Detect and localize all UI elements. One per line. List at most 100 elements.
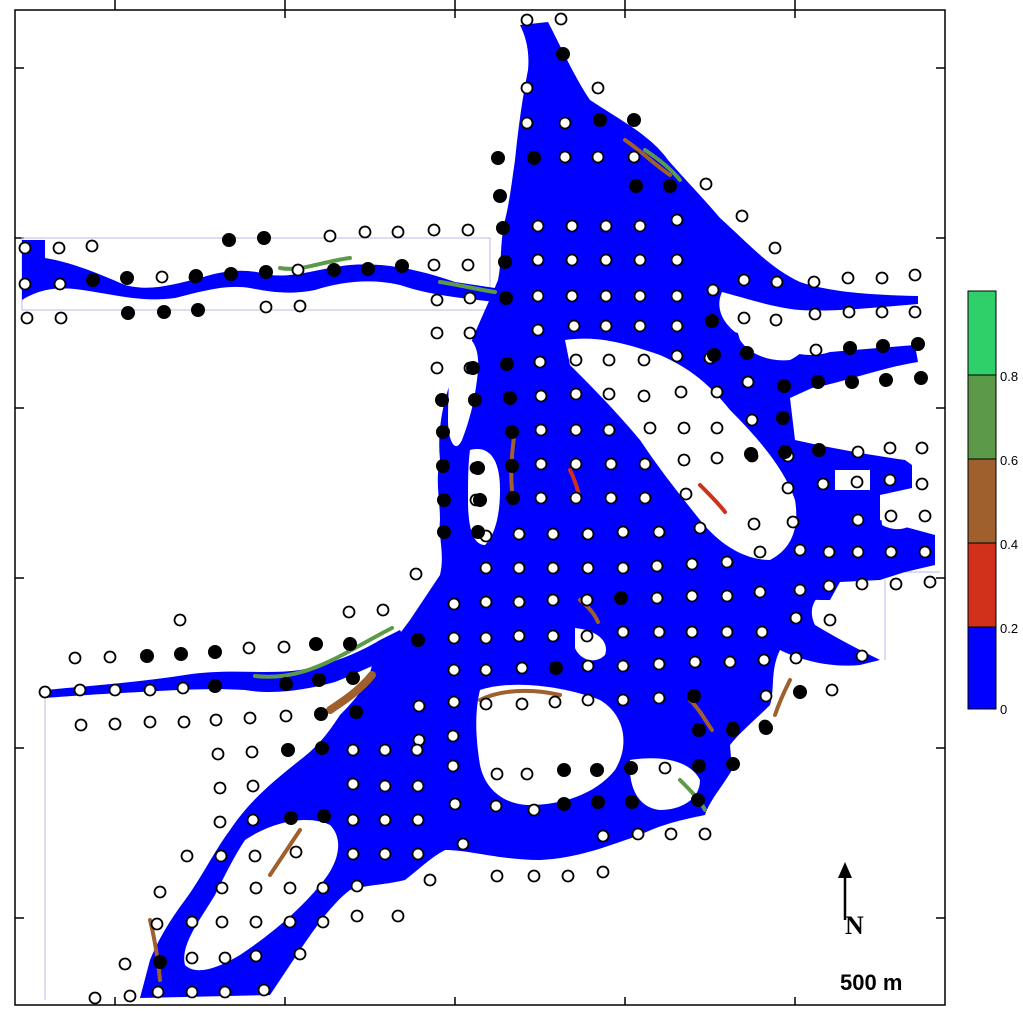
survey-point-open xyxy=(246,813,260,827)
survey-point-open xyxy=(54,311,68,325)
survey-point-open xyxy=(599,219,613,233)
survey-point-open xyxy=(884,545,898,559)
survey-point-open xyxy=(358,225,372,239)
survey-point-filled xyxy=(556,47,570,61)
survey-point-filled xyxy=(811,375,825,389)
survey-point-open xyxy=(346,743,360,757)
survey-point-open xyxy=(18,241,32,255)
survey-point-open xyxy=(581,693,595,707)
survey-point-open xyxy=(616,693,630,707)
survey-point-open xyxy=(581,561,595,575)
north-arrow-icon: N xyxy=(838,862,864,940)
survey-point-filled xyxy=(312,673,326,687)
survey-point-open xyxy=(38,685,52,699)
survey-point-open xyxy=(447,695,461,709)
survey-point-filled xyxy=(876,339,890,353)
survey-point-open xyxy=(447,663,461,677)
survey-point-filled xyxy=(692,759,706,773)
survey-point-filled xyxy=(471,461,485,475)
survey-point-open xyxy=(531,323,545,337)
survey-point-open xyxy=(346,813,360,827)
survey-point-open xyxy=(316,881,330,895)
survey-point-open xyxy=(918,509,932,523)
survey-point-open xyxy=(793,583,807,597)
survey-point-open xyxy=(602,387,616,401)
survey-point-open xyxy=(664,827,678,841)
survey-point-open xyxy=(259,300,273,314)
survey-point-open xyxy=(409,567,423,581)
survey-point-filled xyxy=(549,661,563,675)
survey-point-filled xyxy=(557,763,571,777)
survey-point-open xyxy=(430,293,444,307)
survey-point-filled xyxy=(222,233,236,247)
survey-point-filled xyxy=(759,721,773,735)
survey-point-filled xyxy=(437,525,451,539)
survey-point-open xyxy=(376,603,390,617)
survey-point-open xyxy=(923,575,937,589)
survey-point-open xyxy=(512,561,526,575)
survey-point-open xyxy=(534,457,548,471)
north-label: N xyxy=(845,911,864,940)
survey-point-open xyxy=(638,457,652,471)
survey-point-open xyxy=(546,527,560,541)
legend-tick-0-6: 0.6 xyxy=(1000,453,1018,468)
survey-point-open xyxy=(883,441,897,455)
survey-point-filled xyxy=(86,273,100,287)
survey-point-filled xyxy=(663,179,677,193)
legend-band-0-6 xyxy=(967,374,997,460)
survey-point-open xyxy=(580,629,594,643)
survey-point-open xyxy=(346,847,360,861)
survey-point-filled xyxy=(778,445,792,459)
survey-point-open xyxy=(627,150,641,164)
legend-band-0-2 xyxy=(967,542,997,628)
island-east-2 xyxy=(720,439,772,497)
survey-point-open xyxy=(616,525,630,539)
survey-point-open xyxy=(658,761,672,775)
survey-point-open xyxy=(52,241,66,255)
survey-point-open xyxy=(855,649,869,663)
survey-point-open xyxy=(512,629,526,643)
legend-band-0 xyxy=(967,626,997,710)
survey-point-open xyxy=(842,305,856,319)
survey-point-filled xyxy=(593,113,607,127)
survey-point-open xyxy=(677,453,691,467)
survey-point-open xyxy=(534,423,548,437)
survey-point-filled xyxy=(174,647,188,661)
survey-point-filled xyxy=(224,267,238,281)
survey-point-open xyxy=(378,847,392,861)
legend-tick-0-2: 0.2 xyxy=(1000,621,1018,636)
survey-point-filled xyxy=(471,525,485,539)
survey-point-filled xyxy=(491,151,505,165)
survey-point-filled xyxy=(189,269,203,283)
survey-point-filled xyxy=(591,795,605,809)
survey-point-open xyxy=(490,767,504,781)
survey-point-open xyxy=(650,591,664,605)
survey-point-open xyxy=(85,239,99,253)
survey-point-open xyxy=(710,451,724,465)
survey-point-open xyxy=(108,683,122,697)
survey-point-open xyxy=(706,283,720,297)
survey-point-open xyxy=(737,311,751,325)
survey-point-filled xyxy=(327,263,341,277)
survey-point-open xyxy=(103,650,117,664)
survey-point-open xyxy=(209,713,223,727)
survey-point-open xyxy=(569,423,583,437)
survey-point-open xyxy=(548,695,562,709)
island-southwest xyxy=(184,820,339,971)
survey-point-open xyxy=(825,683,839,697)
survey-point-open xyxy=(816,477,830,491)
survey-point-open xyxy=(534,389,548,403)
survey-point-open xyxy=(652,657,666,671)
survey-point-filled xyxy=(191,303,205,317)
survey-point-open xyxy=(88,991,102,1005)
survey-point-open xyxy=(512,527,526,541)
survey-point-open xyxy=(599,289,613,303)
survey-point-open xyxy=(915,477,929,491)
survey-point-open xyxy=(823,613,837,627)
survey-point-open xyxy=(479,631,493,645)
survey-point-open xyxy=(73,683,87,697)
survey-point-open xyxy=(520,81,534,95)
survey-point-open xyxy=(851,513,865,527)
survey-point-open xyxy=(652,691,666,705)
survey-points-open xyxy=(18,12,937,1005)
